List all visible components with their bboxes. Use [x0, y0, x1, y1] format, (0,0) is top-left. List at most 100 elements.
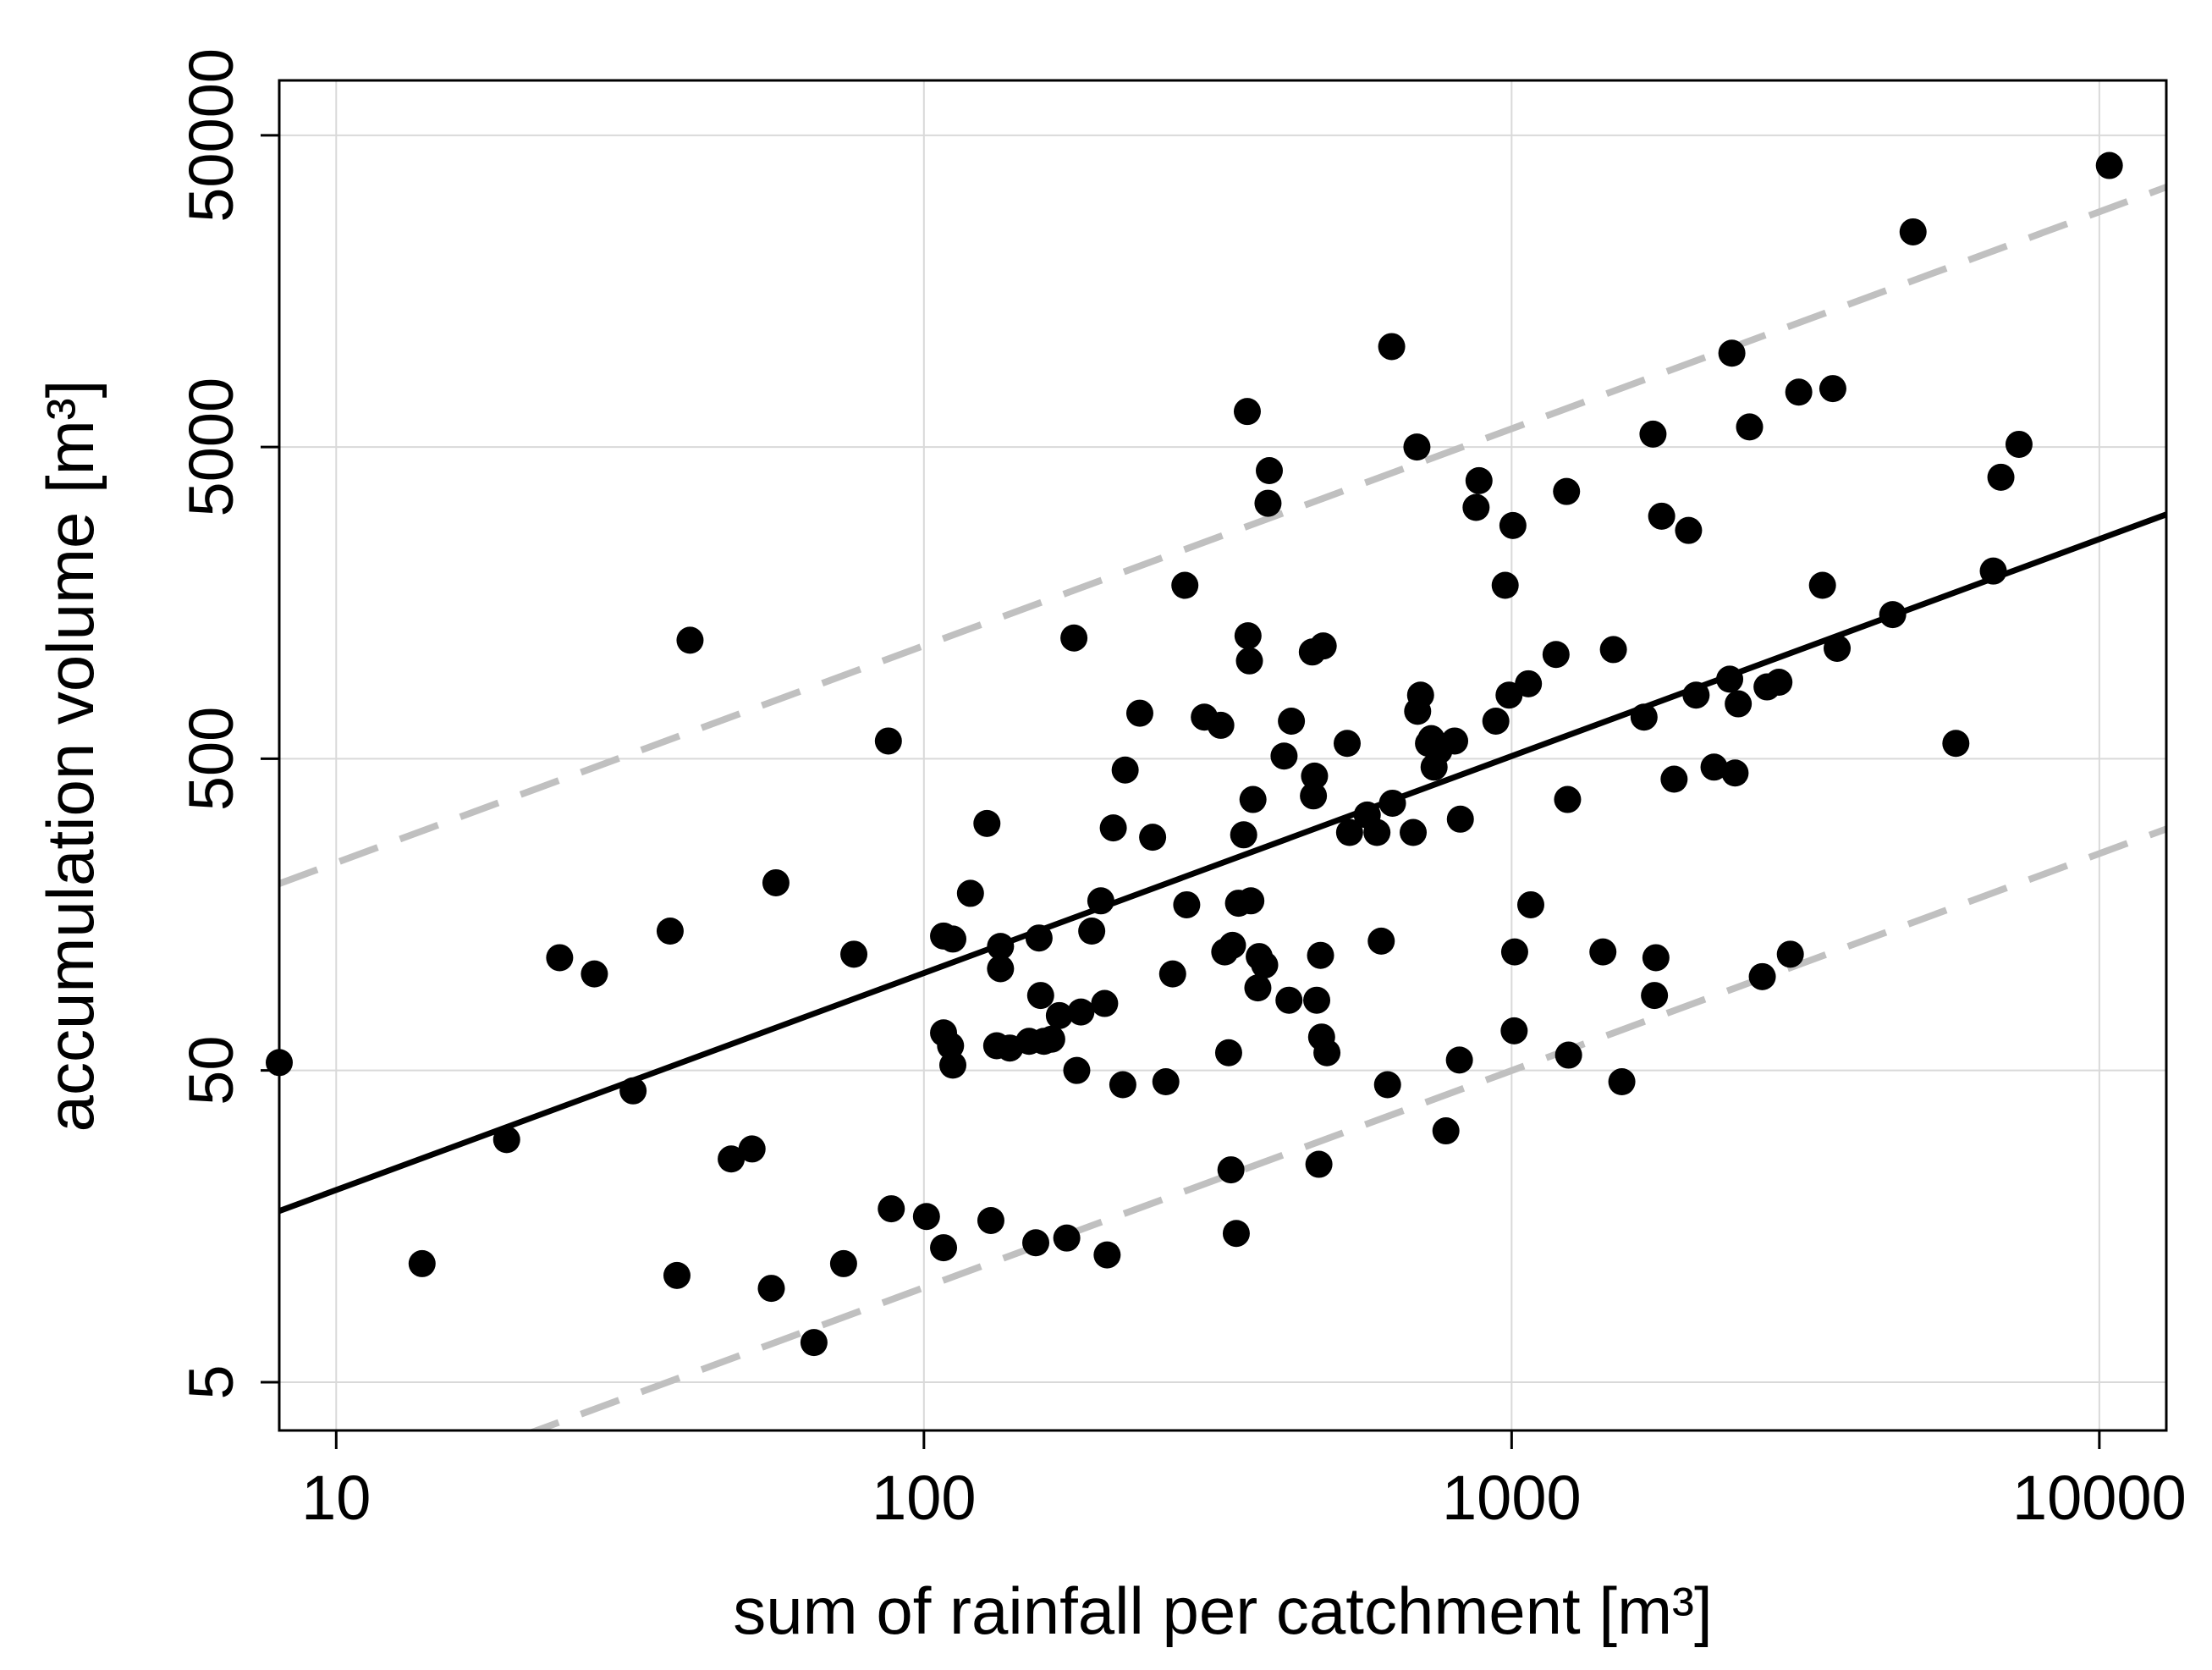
data-point	[1432, 1117, 1460, 1145]
data-point	[1278, 707, 1306, 735]
data-point	[1824, 634, 1852, 662]
data-point	[1446, 805, 1474, 833]
data-point	[1367, 927, 1395, 955]
data-point	[939, 925, 967, 953]
data-point	[1718, 339, 1746, 367]
data-point	[1500, 1017, 1528, 1044]
data-point	[1554, 785, 1582, 813]
data-point	[1373, 1071, 1401, 1099]
x-axis-title: sum of rainfall per catchment [m³]	[733, 1574, 1712, 1648]
data-point	[1333, 730, 1361, 758]
data-point	[1515, 670, 1543, 697]
data-point	[977, 1206, 1004, 1234]
data-point	[973, 809, 1001, 837]
data-point	[1403, 433, 1431, 461]
y-tick-label: 5	[176, 1364, 246, 1399]
data-point	[829, 1249, 857, 1277]
data-point	[1087, 887, 1114, 915]
data-point	[1222, 1220, 1250, 1248]
upper-interval-line	[279, 184, 2166, 887]
data-point	[1307, 941, 1334, 969]
data-point	[1152, 1068, 1180, 1096]
data-point	[1554, 1041, 1582, 1069]
data-point	[1300, 782, 1328, 810]
data-point	[1660, 765, 1688, 793]
data-point	[1309, 632, 1337, 660]
data-point	[1037, 1025, 1065, 1053]
data-point	[1244, 974, 1272, 1002]
data-point	[1217, 1156, 1245, 1184]
data-point	[1305, 1150, 1333, 1178]
data-point	[987, 933, 1015, 961]
data-point	[1462, 493, 1490, 521]
data-point	[1765, 668, 1793, 696]
data-point	[1207, 711, 1235, 739]
data-point	[1060, 624, 1088, 652]
data-point	[1235, 647, 1263, 675]
data-point	[1251, 951, 1279, 979]
data-point	[1599, 636, 1627, 664]
data-point	[619, 1077, 647, 1105]
data-point	[1499, 511, 1527, 539]
data-point	[492, 1126, 520, 1154]
data-point	[663, 1261, 691, 1289]
data-point	[1553, 477, 1581, 505]
data-point	[1022, 1229, 1050, 1257]
data-point	[1482, 707, 1510, 735]
data-point	[1233, 398, 1261, 426]
data-point	[2095, 152, 2123, 179]
data-point	[840, 940, 868, 968]
data-point	[1406, 681, 1434, 709]
data-point	[1335, 818, 1363, 846]
data-point	[1158, 960, 1186, 988]
data-point	[912, 1203, 940, 1231]
x-axis: 10 100 1000 10000	[301, 1430, 2187, 1533]
y-tick-label: 5000	[176, 378, 246, 517]
data-point	[1987, 463, 2015, 491]
data-point	[676, 626, 704, 654]
data-point	[930, 1234, 958, 1262]
data-point	[1254, 489, 1282, 517]
y-tick-label: 500	[176, 707, 246, 811]
data-point	[1378, 789, 1406, 817]
data-point	[1899, 218, 1927, 245]
x-tick-label: 100	[872, 1463, 976, 1533]
data-point	[1942, 730, 1970, 758]
x-tick-label: 10	[301, 1463, 371, 1533]
data-point	[1239, 785, 1267, 813]
lower-interval-line	[526, 825, 2166, 1430]
data-point	[1441, 727, 1469, 755]
data-point	[1516, 890, 1544, 918]
data-point	[1736, 413, 1764, 441]
data-point	[1078, 918, 1106, 945]
data-point	[1542, 641, 1570, 669]
data-point	[1214, 1039, 1242, 1066]
data-point	[1270, 742, 1298, 770]
data-point	[1173, 890, 1201, 918]
data-point	[939, 1051, 967, 1079]
data-point	[718, 1145, 746, 1173]
x-tick-label: 10000	[2012, 1463, 2187, 1533]
data-point	[1641, 982, 1669, 1010]
data-point	[1879, 601, 1907, 629]
data-point	[1721, 759, 1749, 787]
y-tick-label: 50000	[176, 48, 246, 223]
data-points	[266, 152, 2123, 1357]
data-point	[656, 918, 684, 945]
data-point	[1045, 1001, 1073, 1029]
data-point	[1639, 420, 1667, 448]
data-point	[1785, 378, 1813, 406]
data-point	[1716, 665, 1744, 693]
data-point	[956, 879, 984, 907]
data-point	[762, 868, 790, 896]
data-point	[987, 955, 1015, 983]
data-point	[1445, 1046, 1473, 1074]
data-point	[874, 727, 902, 755]
data-point	[1700, 753, 1728, 781]
data-point	[1630, 703, 1658, 731]
data-point	[1026, 982, 1054, 1010]
data-point	[1378, 333, 1406, 361]
data-point	[1171, 571, 1199, 599]
data-point	[1093, 1241, 1121, 1269]
data-point	[1675, 516, 1703, 544]
